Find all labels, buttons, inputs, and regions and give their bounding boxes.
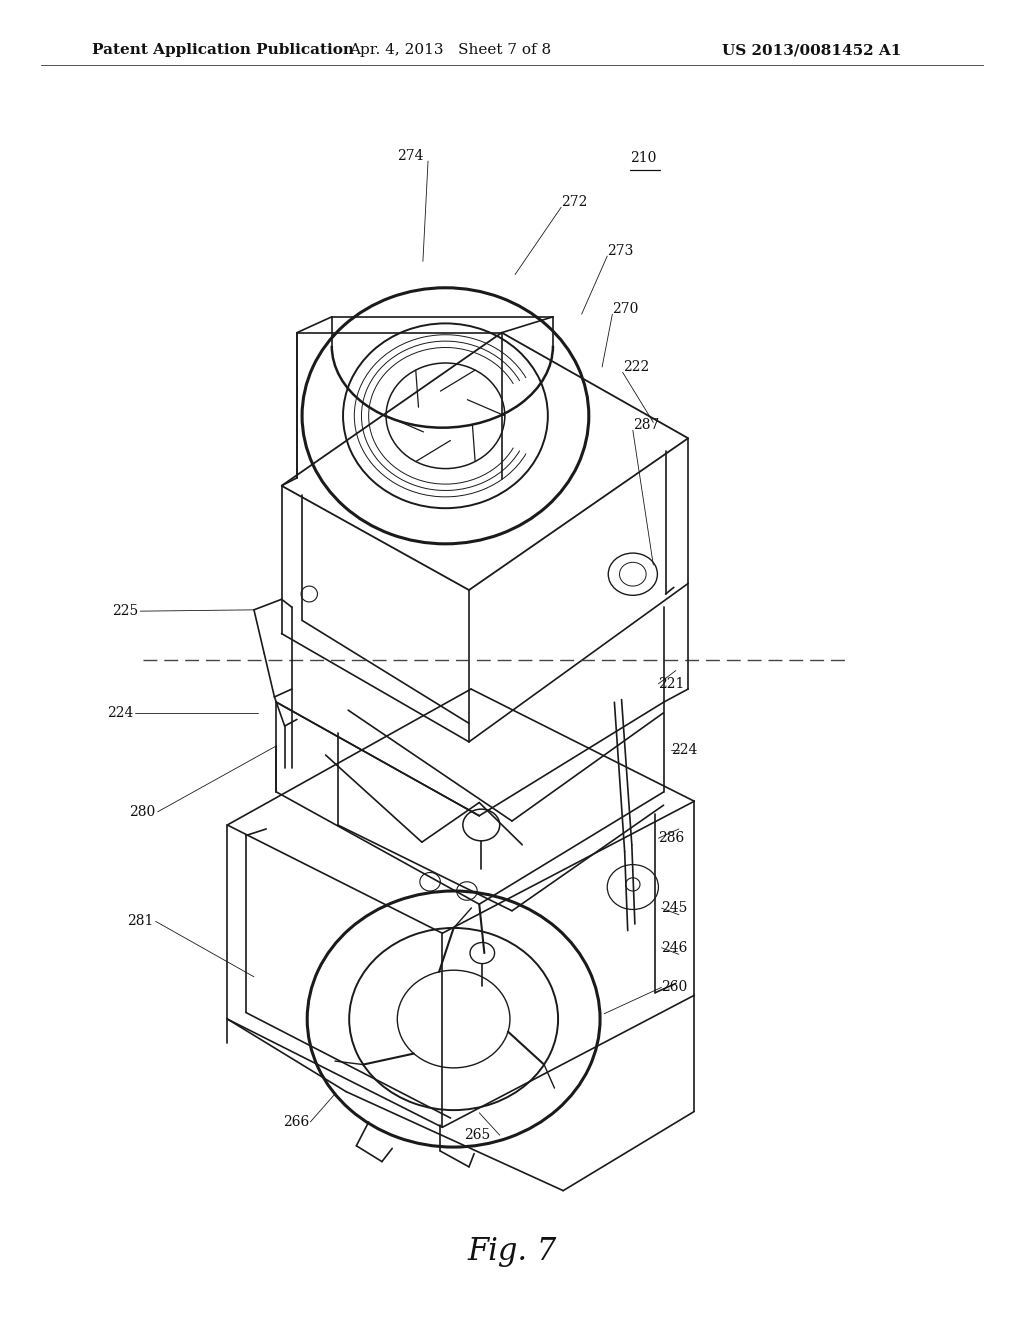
Text: 260: 260 <box>662 981 688 994</box>
Text: 245: 245 <box>662 902 688 915</box>
Text: 274: 274 <box>397 149 424 162</box>
Text: 225: 225 <box>112 605 138 618</box>
Text: 246: 246 <box>662 941 688 954</box>
Text: 210: 210 <box>630 152 656 165</box>
Text: 224: 224 <box>106 706 133 719</box>
Text: Apr. 4, 2013   Sheet 7 of 8: Apr. 4, 2013 Sheet 7 of 8 <box>349 44 552 57</box>
Text: 287: 287 <box>633 418 659 432</box>
Text: 221: 221 <box>658 677 685 690</box>
Text: 224: 224 <box>671 743 697 756</box>
Text: 281: 281 <box>127 915 154 928</box>
Text: 280: 280 <box>129 805 156 818</box>
Text: 266: 266 <box>283 1115 309 1129</box>
Text: 272: 272 <box>561 195 588 209</box>
Text: 265: 265 <box>464 1129 490 1142</box>
Text: 286: 286 <box>658 832 685 845</box>
Text: 222: 222 <box>623 360 649 374</box>
Text: US 2013/0081452 A1: US 2013/0081452 A1 <box>722 44 901 57</box>
Text: Fig. 7: Fig. 7 <box>467 1236 557 1267</box>
Text: 273: 273 <box>607 244 634 257</box>
Text: 270: 270 <box>612 302 639 315</box>
Text: Patent Application Publication: Patent Application Publication <box>92 44 354 57</box>
